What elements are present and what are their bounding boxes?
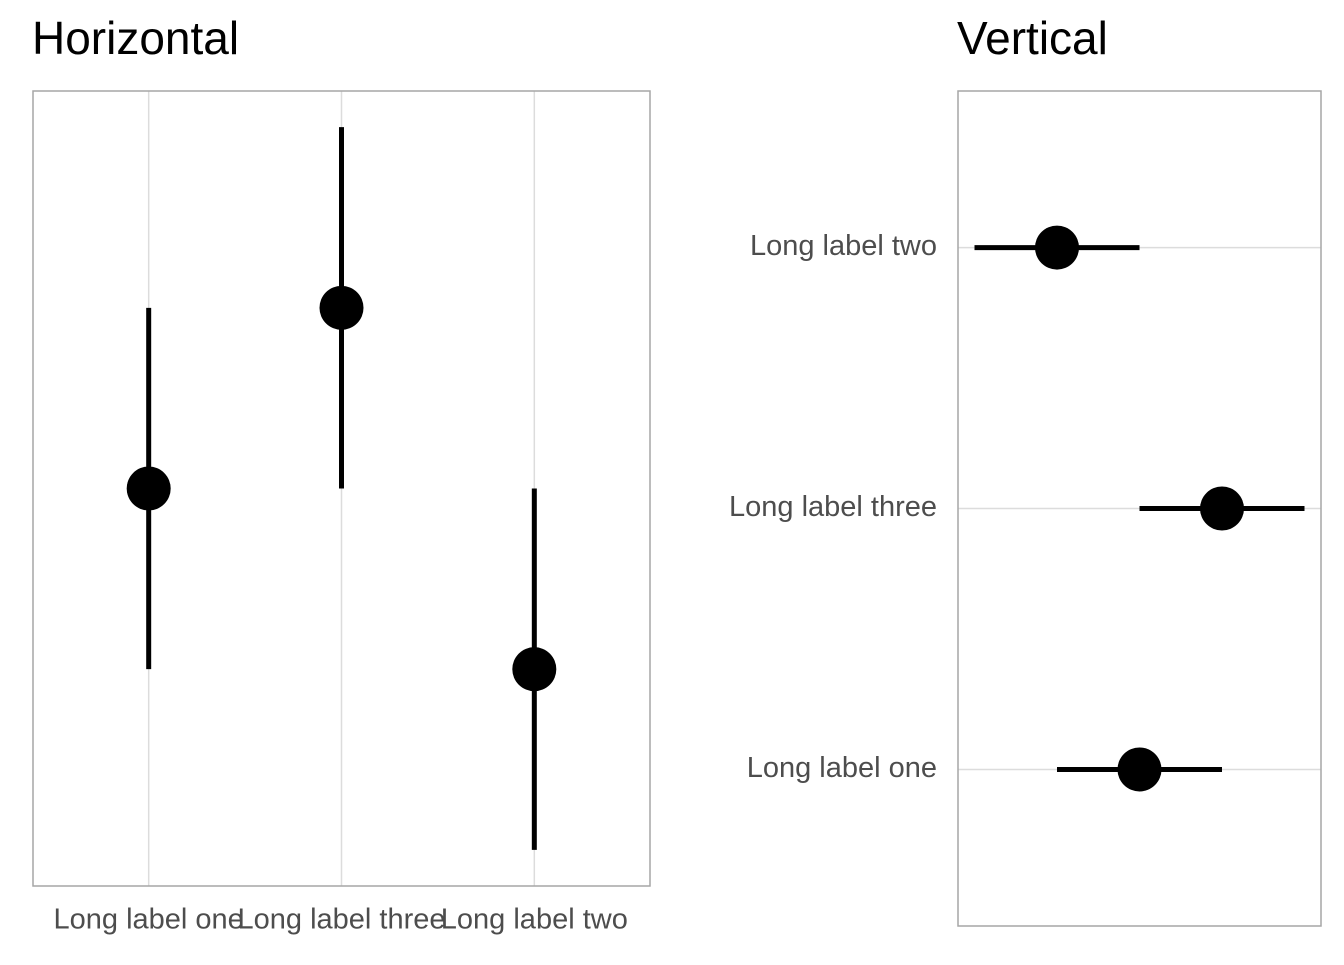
point	[1200, 486, 1244, 531]
panel-border	[32, 90, 651, 887]
chart-title: Vertical	[957, 12, 1108, 64]
y-tick-label: Long label one	[747, 752, 937, 784]
y-tick-label: Long label three	[729, 491, 937, 523]
y-tick-label: Long label two	[750, 230, 937, 262]
panel-border	[957, 90, 1322, 927]
x-tick-label: Long label one	[54, 904, 244, 936]
chart-title: Horizontal	[32, 12, 239, 64]
point	[126, 466, 171, 511]
point	[319, 285, 364, 330]
x-tick-label: Long label two	[441, 904, 628, 936]
x-tick-label: Long label three	[238, 904, 446, 936]
point	[1117, 747, 1162, 792]
point	[1035, 225, 1079, 270]
point	[512, 647, 557, 692]
